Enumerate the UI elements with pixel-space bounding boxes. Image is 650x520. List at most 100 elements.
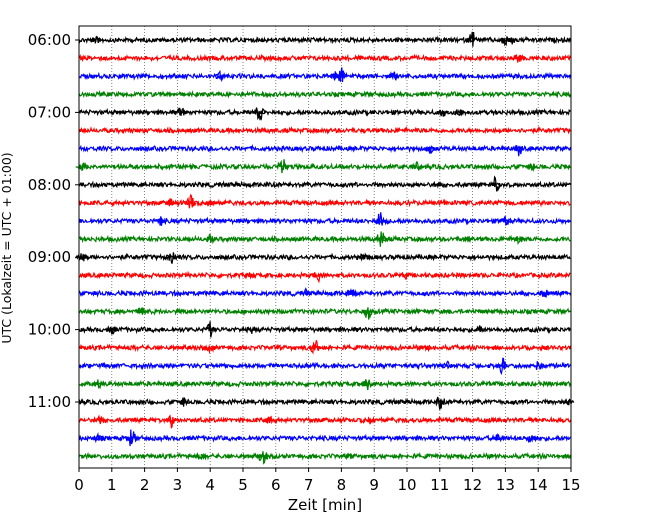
trace-noise [78, 361, 571, 371]
trace-noise [78, 270, 571, 280]
seismic-event [202, 344, 218, 355]
trace-06:45 [78, 89, 571, 99]
seismic-event [459, 235, 473, 244]
seismic-event [356, 252, 373, 261]
seismic-event [243, 271, 256, 280]
seismic-event [312, 272, 325, 284]
seismic-event [530, 361, 546, 370]
seismic-event [254, 451, 270, 465]
trace-07:30 [78, 143, 571, 157]
seismic-event [247, 326, 258, 334]
trace-noise [78, 162, 571, 172]
seismic-event [165, 414, 177, 429]
x-tick-label: 4 [205, 476, 215, 494]
seismic-event [91, 414, 107, 425]
seismic-event [497, 215, 513, 227]
x-tick-label: 15 [561, 476, 580, 494]
trace-06:30 [78, 67, 571, 83]
seismic-event [510, 54, 527, 63]
x-tick-label: 11 [430, 476, 449, 494]
x-tick-label: 7 [304, 476, 314, 494]
trace-noise [78, 288, 571, 298]
trace-noise [78, 216, 571, 226]
trace-06:15 [78, 53, 571, 63]
trace-10:00 [78, 321, 571, 338]
seismic-event [386, 70, 402, 81]
x-tick-label: 3 [173, 476, 183, 494]
trace-noise [78, 415, 571, 425]
seismic-event [344, 288, 358, 298]
seismic-event [75, 162, 89, 172]
y-tick-label: 06:00 [28, 31, 71, 49]
plot-frame [78, 25, 572, 469]
seismic-event [373, 231, 388, 247]
seismic-event [431, 181, 442, 189]
x-tick-label: 12 [463, 476, 482, 494]
seismic-event [409, 161, 424, 171]
trace-noise [78, 107, 571, 117]
y-tick-label: 10:00 [28, 321, 71, 339]
trace-noise [78, 343, 571, 353]
seismic-event [434, 396, 446, 410]
trace-09:00 [75, 252, 571, 264]
x-tick-label: 2 [140, 476, 150, 494]
seismic-event [164, 198, 177, 207]
seismic-event [439, 360, 454, 369]
seismic-event [491, 433, 507, 443]
trace-08:30 [78, 212, 571, 227]
seismic-event [466, 31, 479, 47]
seismic-event [536, 289, 553, 298]
trace-noise [78, 53, 571, 63]
seismic-event [361, 307, 374, 320]
seismic-event [275, 159, 289, 174]
seismic-event [124, 429, 139, 447]
seismic-event [489, 175, 502, 192]
y-axis-label: UTC (Lokalzeit = UTC + 01:00) [0, 152, 14, 343]
trace-noise [78, 180, 571, 190]
seismic-event [453, 108, 465, 117]
seismic-event [359, 379, 376, 391]
y-tick-label: 11:00 [28, 393, 71, 411]
trace-noise [78, 325, 571, 335]
seismic-event [173, 107, 189, 117]
trace-11:30 [78, 429, 571, 447]
trace-10:30 [78, 357, 571, 376]
trace-09:15 [78, 270, 571, 284]
trace-09:45 [78, 306, 571, 320]
seismic-event [135, 306, 148, 315]
trace-10:15 [78, 340, 571, 355]
seismic-event [192, 452, 209, 461]
trace-09:30 [78, 287, 571, 298]
seismic-event [506, 37, 518, 45]
seismic-event [87, 35, 102, 44]
trace-08:15 [78, 193, 571, 209]
seismic-event [422, 146, 438, 155]
trace-noise [78, 252, 571, 262]
trace-07:15 [78, 125, 571, 135]
seismic-event [365, 416, 376, 425]
y-tick-label: 07:00 [28, 103, 71, 121]
seismic-event [513, 144, 524, 157]
trace-noise [78, 451, 571, 461]
seismic-event [154, 216, 168, 226]
seismic-traces [75, 31, 575, 465]
seismic-event [511, 236, 526, 245]
seismic-event [373, 212, 389, 226]
trace-06:00 [78, 31, 571, 47]
seismic-event [496, 357, 508, 376]
seismic-event [202, 198, 219, 207]
trace-noise [78, 307, 571, 317]
trace-noise [78, 35, 571, 45]
seismic-event [561, 398, 575, 406]
trace-noise [78, 397, 571, 407]
x-tick-label: 0 [74, 476, 84, 494]
seismic-event [204, 321, 216, 338]
y-tick-label: 08:00 [28, 176, 71, 194]
seismic-event [308, 340, 322, 355]
seismic-event [203, 233, 217, 245]
trace-noise [78, 143, 571, 154]
x-tick-label: 5 [238, 476, 248, 494]
trace-noise [78, 125, 571, 135]
seismic-event [262, 415, 276, 425]
